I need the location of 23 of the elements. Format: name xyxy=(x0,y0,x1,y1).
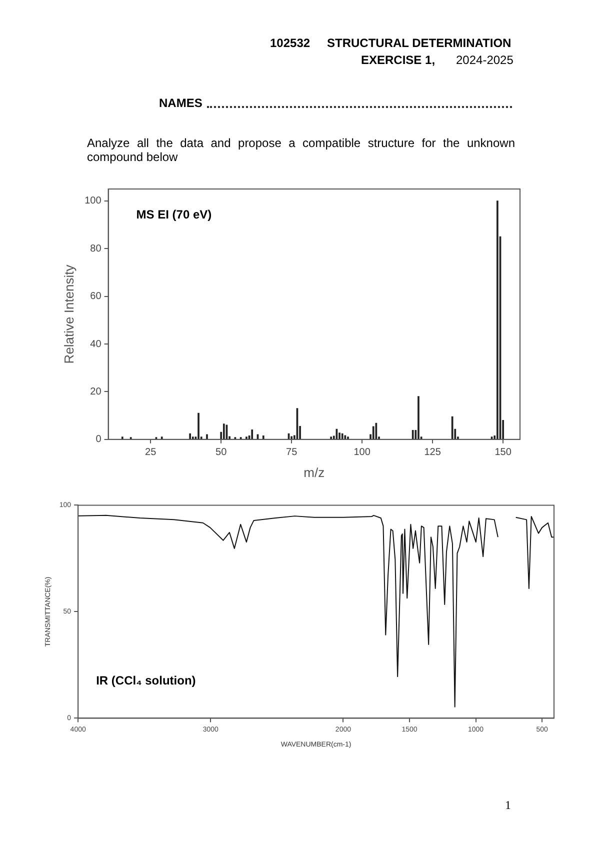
y-tick-label: 40 xyxy=(90,338,102,350)
text: MS EI (70 eV) xyxy=(136,207,212,222)
y-tick-label: 0 xyxy=(96,434,102,446)
x-tick-label: 25 xyxy=(145,447,157,458)
y-tick-label: 100 xyxy=(84,196,102,207)
x-tick-label: 50 xyxy=(216,447,228,458)
x-tick-label: 100 xyxy=(354,447,371,458)
y-tick-label: 20 xyxy=(90,386,102,398)
text: 2024-2025 xyxy=(456,53,514,67)
x-tick-label: 125 xyxy=(424,447,442,458)
text: 1 xyxy=(505,798,511,812)
y-tick-label: 80 xyxy=(90,243,102,254)
text: NAMES xyxy=(159,96,202,110)
text: IR (CCl₄ solution) xyxy=(96,674,196,688)
text: 102532 xyxy=(270,36,310,50)
x-axis-title: m/z xyxy=(304,464,325,480)
x-tick-label: 150 xyxy=(494,447,512,458)
text: EXERCISE 1, xyxy=(361,53,436,67)
text: STRUCTURAL DETERMINATION xyxy=(327,36,512,50)
text: Analyze all the data and propose a compatible structure for the unknown compound below xyxy=(87,136,515,164)
y-tick-label: 60 xyxy=(90,291,102,302)
x-tick-label: 75 xyxy=(286,447,298,458)
y-axis-title: Relative Intensity xyxy=(61,264,76,364)
